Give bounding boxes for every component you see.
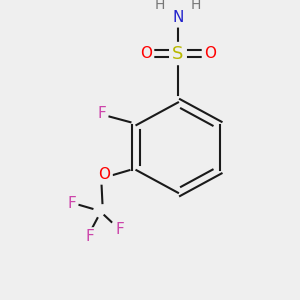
Text: O: O: [98, 167, 110, 182]
Text: S: S: [172, 44, 184, 62]
Text: O: O: [204, 46, 216, 61]
Text: F: F: [97, 106, 106, 121]
Text: H: H: [155, 0, 165, 12]
Text: N: N: [172, 10, 184, 25]
Text: H: H: [191, 0, 201, 12]
Text: F: F: [115, 222, 124, 237]
Text: O: O: [140, 46, 152, 61]
Text: F: F: [85, 230, 94, 244]
Text: F: F: [67, 196, 76, 211]
